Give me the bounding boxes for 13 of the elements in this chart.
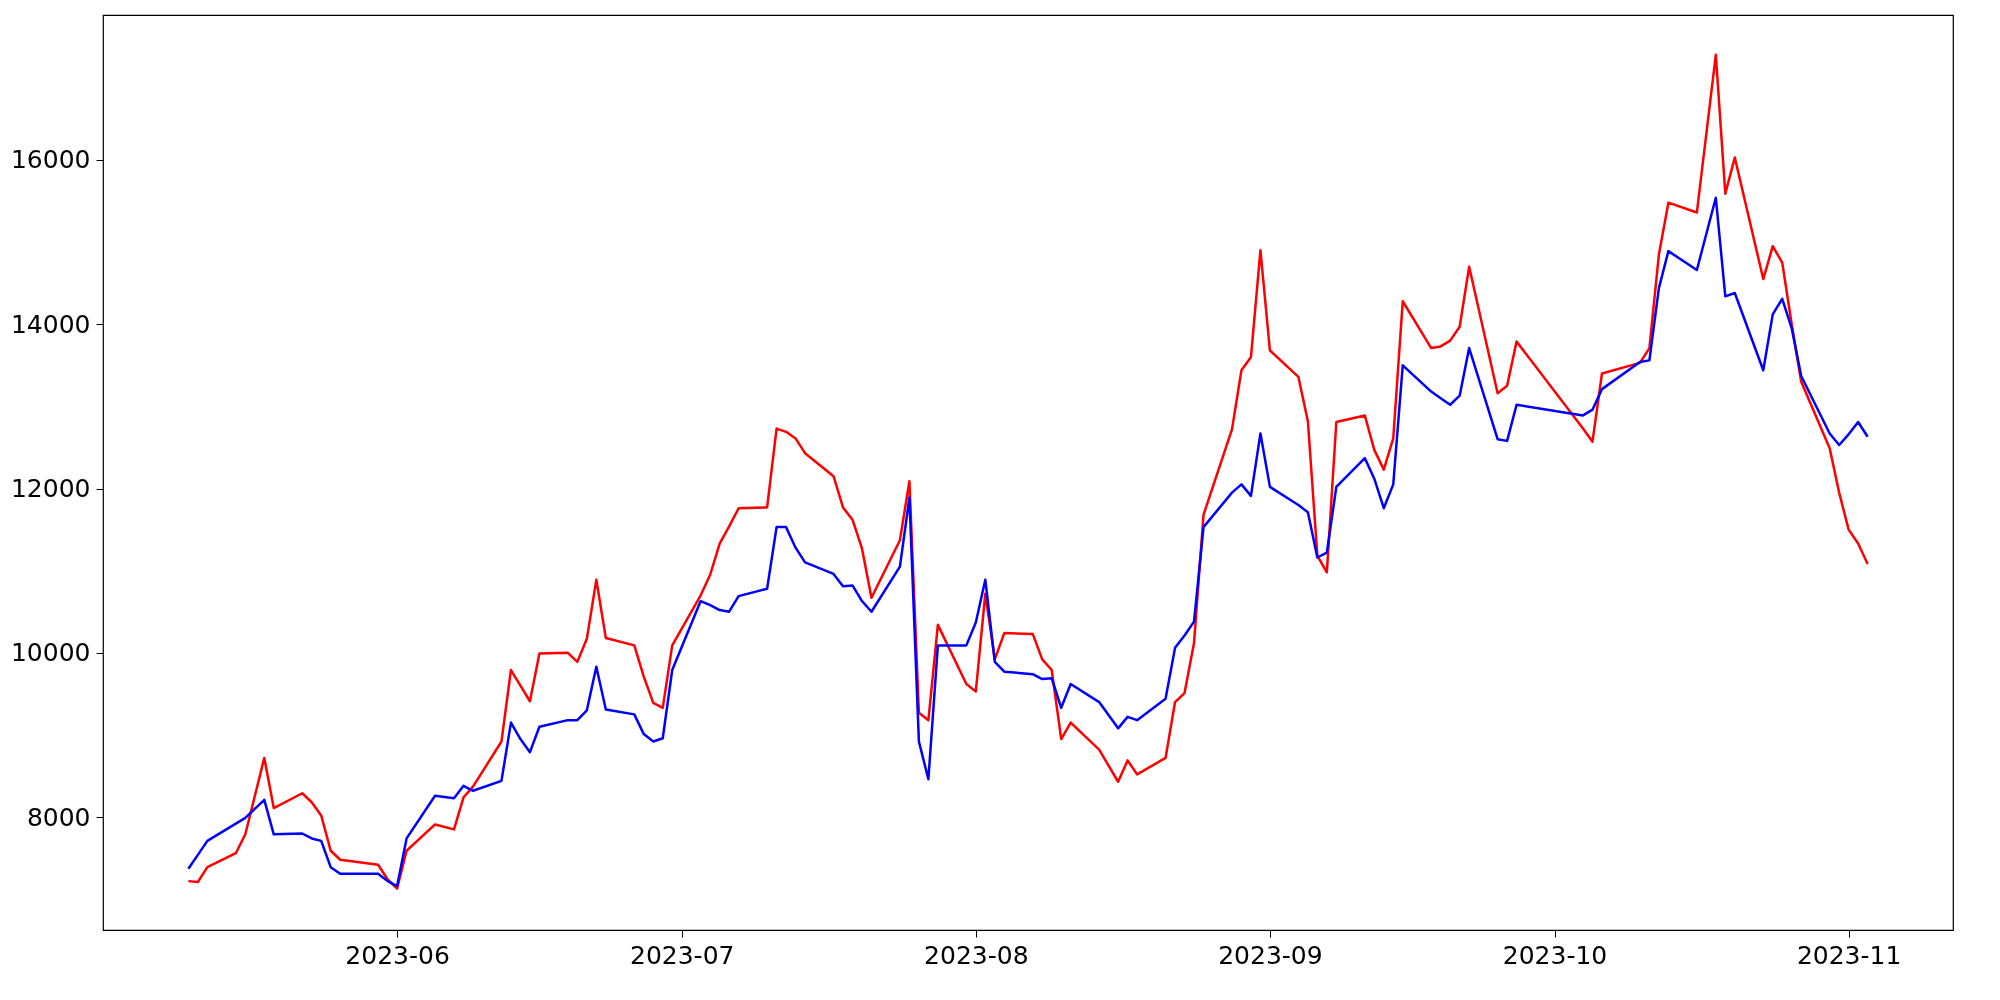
x-tick-label: 2023-08 <box>924 940 1029 970</box>
line-series <box>187 53 1869 890</box>
y-tick-label: 10000 <box>10 638 91 668</box>
x-tick-label: 2023-07 <box>629 940 735 970</box>
y-tick-label: 8000 <box>26 802 91 832</box>
x-tick-label: 2023-09 <box>1218 940 1323 970</box>
y-tick-label: 14000 <box>10 309 91 339</box>
x-tick-label: 2023-11 <box>1796 940 1902 970</box>
y-tick-label: 16000 <box>10 145 91 175</box>
x-tick-label: 2023-06 <box>345 940 450 970</box>
x-tick-label: 2023-10 <box>1502 940 1608 970</box>
y-tick-label: 12000 <box>10 474 91 504</box>
line-series <box>187 196 1869 888</box>
